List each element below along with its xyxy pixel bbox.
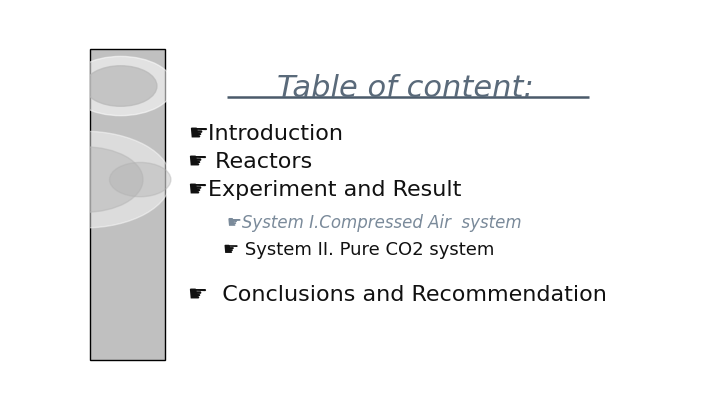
Text: ☛  Conclusions and Recommendation: ☛ Conclusions and Recommendation [188,285,606,305]
Text: Table of content:: Table of content: [277,74,534,102]
FancyBboxPatch shape [90,49,166,360]
Circle shape [0,131,171,228]
Text: ☛ System II. Pure CO2 system: ☛ System II. Pure CO2 system [222,241,494,259]
Circle shape [84,66,157,106]
Text: ☛Introduction: ☛Introduction [188,124,343,144]
Circle shape [26,147,143,212]
Circle shape [68,56,174,116]
Text: ☛System I.Compressed Air  system: ☛System I.Compressed Air system [227,213,521,232]
Text: ☛ Reactors: ☛ Reactors [188,152,312,173]
Text: ☛Experiment and Result: ☛Experiment and Result [188,179,461,200]
Circle shape [109,162,171,197]
